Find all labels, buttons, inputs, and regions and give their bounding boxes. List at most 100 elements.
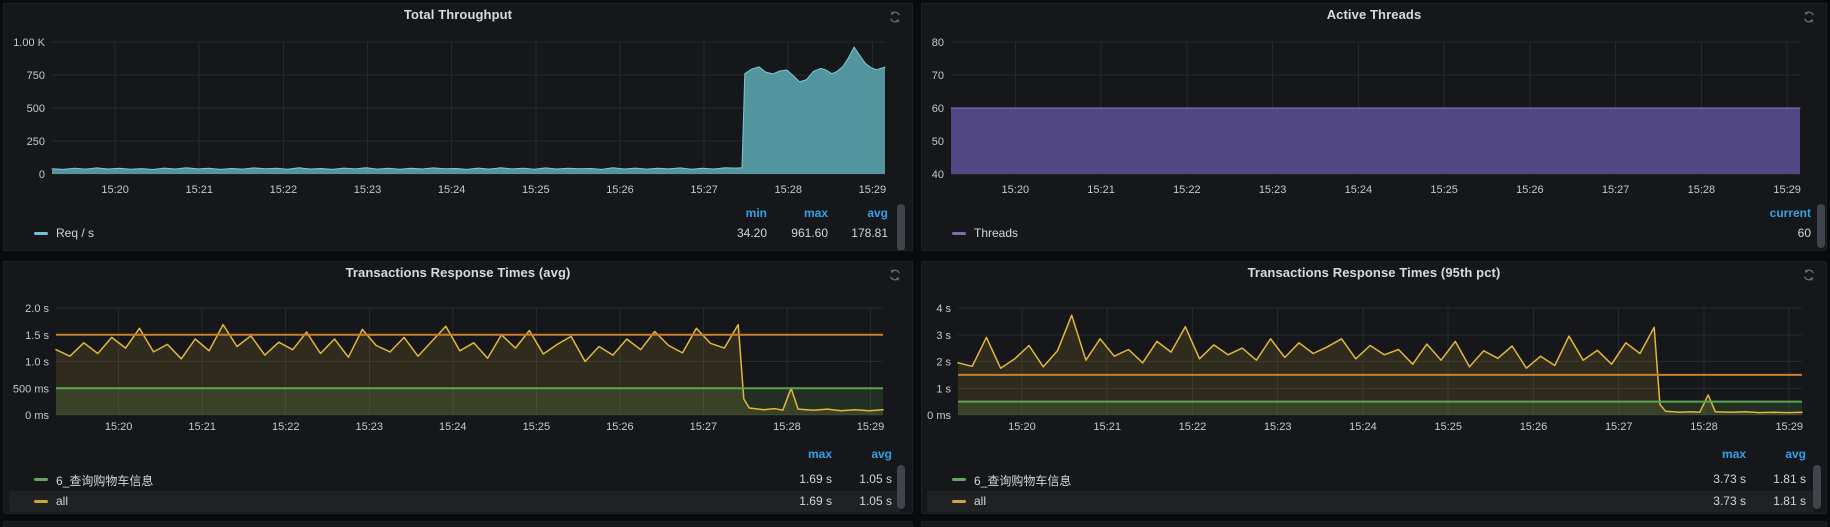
x-tick-label: 15:23 <box>354 184 382 196</box>
y-tick-label: 50 <box>932 136 944 148</box>
series-label[interactable]: 6_查询购物车信息 <box>56 474 154 488</box>
series-area <box>958 315 1802 415</box>
x-tick-label: 15:27 <box>1605 421 1633 433</box>
panel-title[interactable]: Total Throughput <box>403 7 513 22</box>
refresh-icon-glyph <box>890 269 900 281</box>
x-tick-label: 15:23 <box>1264 421 1292 433</box>
series-label[interactable]: Req / s <box>56 225 95 240</box>
y-tick-label: 1.5 s <box>25 330 49 342</box>
chart-canvas-throughput[interactable]: 0 250 500 750 1.00 K 15:20 15:21 15:22 15:23 15:2… <box>4 4 913 251</box>
series-line <box>957 314 1803 414</box>
y-tick-label: 0 <box>39 169 45 181</box>
series-label[interactable]: 6_查询购物车信息 <box>974 474 1072 488</box>
x-tick-label: 15:28 <box>774 184 802 196</box>
x-tick-label: 15:25 <box>1434 421 1462 433</box>
panel-total-throughput: Total Throughput 0 250 500 750 1.00 K 15:20 15… <box>3 3 913 251</box>
x-tick-label: 15:24 <box>438 184 466 196</box>
series-area <box>56 324 883 415</box>
series-area <box>951 108 1800 174</box>
x-tick-label: 15:29 <box>857 421 885 433</box>
legend-scrollbar[interactable] <box>1817 204 1825 248</box>
threshold-band <box>958 401 1802 415</box>
y-tick-label: 250 <box>27 136 45 148</box>
chart-canvas-response-95[interactable]: 0 ms 1 s 2 s 3 s 4 s 15:20 15:21 15:22 15:23 15:2… <box>922 262 1827 514</box>
y-tick-label: 4 s <box>936 303 951 315</box>
series-area <box>52 47 885 174</box>
y-tick-label: 500 <box>27 103 45 115</box>
y-tick-label: 40 <box>932 169 944 181</box>
y-tick-label: 1 s <box>936 383 951 395</box>
series-label[interactable]: Threads <box>974 225 1019 240</box>
x-tick-label: 15:23 <box>1259 184 1287 196</box>
refresh-icon[interactable] <box>888 268 902 282</box>
next-row-panel-edge <box>921 521 1827 527</box>
x-tick-label: 15:26 <box>606 421 634 433</box>
series-label[interactable]: all <box>56 494 69 508</box>
chart-canvas-response-avg[interactable]: 0 ms 500 ms 1.0 s 1.5 s 2.0 s 15:20 15:21 15:22… <box>4 262 913 514</box>
panel-response-times-95pct: Transactions Response Times (95th pct) 0… <box>921 261 1827 514</box>
x-tick-label: 15:22 <box>1179 421 1207 433</box>
legend-scrollbar[interactable] <box>1813 465 1821 509</box>
y-tick-label: 2 s <box>936 357 951 369</box>
x-tick-label: 15:23 <box>355 421 383 433</box>
x-tick-label: 15:27 <box>690 184 718 196</box>
x-tick-label: 15:22 <box>272 421 300 433</box>
y-tick-label: 60 <box>932 103 944 115</box>
x-tick-label: 15:20 <box>1008 421 1036 433</box>
x-tick-label: 15:21 <box>1087 184 1115 196</box>
series-label[interactable]: all <box>974 494 987 508</box>
x-tick-label: 15:20 <box>101 184 129 196</box>
y-tick-label: 0 ms <box>25 410 49 422</box>
x-tick-label: 15:26 <box>1520 421 1548 433</box>
x-tick-label: 15:21 <box>188 421 216 433</box>
refresh-icon[interactable] <box>1802 10 1816 24</box>
x-tick-label: 15:26 <box>1516 184 1544 196</box>
x-tick-label: 15:28 <box>773 421 801 433</box>
refresh-icon-glyph <box>1804 269 1814 281</box>
x-tick-label: 15:24 <box>1349 421 1377 433</box>
y-tick-label: 750 <box>27 70 45 82</box>
legend-scrollbar[interactable] <box>897 204 905 250</box>
legend-scrollbar[interactable] <box>897 465 905 509</box>
y-tick-label: 1.0 s <box>25 357 49 369</box>
y-tick-label: 500 ms <box>13 383 50 395</box>
x-tick-label: 15:24 <box>1345 184 1373 196</box>
panel-title[interactable]: Transactions Response Times (95th pct) <box>1247 265 1501 280</box>
x-tick-label: 15:25 <box>1430 184 1458 196</box>
x-tick-label: 15:27 <box>1602 184 1630 196</box>
x-tick-label: 15:22 <box>270 184 298 196</box>
y-tick-label: 80 <box>932 37 944 49</box>
x-tick-label: 15:29 <box>1773 184 1801 196</box>
refresh-icon[interactable] <box>1802 268 1816 282</box>
y-tick-label: 3 s <box>936 330 951 342</box>
refresh-icon-glyph <box>1804 11 1814 23</box>
panel-title[interactable]: Transactions Response Times (avg) <box>345 265 571 280</box>
refresh-icon[interactable] <box>888 10 902 24</box>
chart-canvas-threads[interactable]: 40 50 60 70 80 15:20 15:21 15:22 15:23 15:24 15:25… <box>922 4 1827 251</box>
x-tick-label: 15:27 <box>690 421 718 433</box>
series-line <box>55 323 884 412</box>
x-tick-label: 15:25 <box>523 421 551 433</box>
x-tick-label: 15:28 <box>1690 421 1718 433</box>
y-tick-label: 70 <box>932 70 944 82</box>
series-line <box>51 46 886 170</box>
y-tick-label: 0 ms <box>927 410 951 422</box>
x-tick-label: 15:21 <box>185 184 213 196</box>
x-tick-label: 15:26 <box>606 184 634 196</box>
panel-response-times-avg: Transactions Response Times (avg) 0 ms 50… <box>3 261 913 514</box>
x-tick-label: 15:25 <box>522 184 550 196</box>
y-tick-label: 2.0 s <box>25 303 49 315</box>
x-tick-label: 15:20 <box>1002 184 1030 196</box>
x-tick-label: 15:29 <box>859 184 887 196</box>
x-tick-label: 15:24 <box>439 421 467 433</box>
x-tick-label: 15:20 <box>105 421 133 433</box>
next-row-panel-edge <box>3 521 913 527</box>
y-tick-label: 1.00 K <box>13 37 45 49</box>
x-tick-label: 15:21 <box>1093 421 1121 433</box>
x-tick-label: 15:29 <box>1775 421 1803 433</box>
refresh-icon-glyph <box>890 11 900 23</box>
panel-title[interactable]: Active Threads <box>1326 7 1422 22</box>
x-tick-label: 15:28 <box>1688 184 1716 196</box>
panel-active-threads: Active Threads 40 50 60 70 80 15:20 15:21 15:22… <box>921 3 1827 251</box>
